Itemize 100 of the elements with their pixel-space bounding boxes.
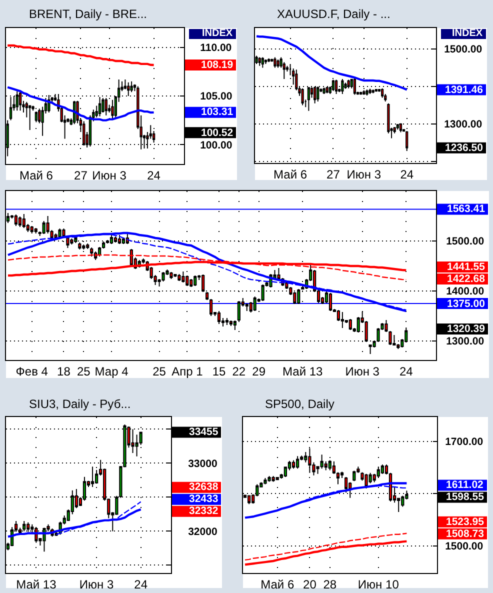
y-tick-label: 1500.00 [446, 236, 484, 248]
candlestick [233, 320, 236, 330]
candlestick [78, 242, 82, 250]
x-tick-label: 24 [399, 364, 414, 378]
y-tick-label: 1500.00 [445, 540, 484, 553]
x-tick-label: 15 [212, 364, 226, 378]
text: 100.52 [201, 127, 234, 139]
x-tick-label: Фев 4 [16, 364, 48, 378]
text: INDEX [452, 28, 483, 39]
text: 32332 [189, 505, 218, 517]
y-tick-label: 100.00 [200, 139, 232, 152]
candlestick [274, 56, 276, 68]
text: 1236.50 [445, 142, 483, 154]
text: INDEX [202, 28, 233, 39]
candlestick [210, 298, 213, 316]
candlestick [276, 59, 280, 68]
x-tick-label: 24 [400, 167, 414, 182]
text: 1598.55 [446, 491, 484, 503]
text: 1508.73 [446, 528, 484, 540]
line-series [244, 532, 408, 561]
text: 32433 [189, 493, 218, 505]
candlestick [380, 464, 384, 474]
candlestick [366, 89, 368, 96]
candlestick [34, 228, 38, 234]
chart-title: SP500, Daily [265, 397, 334, 411]
candlestick [14, 214, 18, 226]
candlestick [376, 466, 380, 479]
x-tick-label: Июн 3 [346, 167, 382, 182]
x-tick-label: 25 [76, 364, 91, 378]
line-series [255, 35, 408, 91]
line-series [244, 540, 408, 566]
y-tick-label: 32000 [188, 526, 218, 538]
candlestick [264, 478, 267, 485]
candlestick [86, 243, 90, 250]
x-tick-label: 24 [134, 577, 148, 592]
x-tick-label: 22 [232, 364, 246, 378]
y-tick-label: 1700.00 [445, 436, 484, 448]
x-tick-label: 24 [147, 168, 161, 182]
x-tick-label: Май 6 [260, 577, 294, 592]
candlestick [282, 62, 286, 80]
ref-line-label: 1375.00 [447, 298, 486, 310]
x-tick-label: Мар 4 [94, 364, 129, 378]
y-tick-label: 1500.00 [444, 44, 482, 56]
chart-title: SIU3, Daily - Руб... [29, 397, 131, 411]
x-tick-label: Май 13 [282, 364, 324, 378]
candlestick [261, 56, 264, 68]
x-tick-label: 28 [323, 577, 337, 592]
candlestick [340, 312, 344, 328]
candlestick [190, 278, 193, 288]
candlestick [46, 216, 50, 234]
x-tick-label: Май 6 [19, 168, 54, 182]
candlestick [182, 271, 185, 283]
candlestick [368, 88, 372, 94]
text: 1391.46 [445, 84, 484, 96]
ref-line-label: 1563.41 [447, 203, 486, 215]
candlestick [225, 318, 229, 326]
text: 108.19 [201, 59, 234, 71]
y-tick-label: 1400.00 [446, 286, 484, 298]
candlestick [258, 56, 261, 66]
candlestick [58, 228, 62, 238]
candlestick [328, 460, 332, 471]
x-tick-label: Июн 3 [345, 364, 380, 378]
candlestick [28, 105, 32, 130]
candlestick [406, 130, 408, 152]
line-series [6, 86, 155, 122]
line-series [244, 482, 408, 519]
candlestick [292, 460, 296, 470]
candlestick [328, 292, 332, 312]
candlestick [122, 237, 125, 244]
candlestick [66, 238, 70, 248]
text: 33455 [189, 426, 218, 438]
x-tick-label: 27 [74, 168, 88, 182]
candlestick [194, 275, 197, 286]
candlestick [229, 320, 232, 326]
candlestick [272, 475, 275, 482]
chart-title: XAUUSD.F, Daily - ... [277, 7, 390, 21]
candlestick [178, 274, 181, 282]
x-tick-label: 27 [326, 167, 340, 182]
candlestick [186, 275, 189, 286]
text: 103.31 [201, 106, 234, 118]
candlestick [34, 111, 38, 123]
candlestick [381, 88, 384, 98]
y-tick-label: 105.00 [200, 90, 232, 103]
x-tick-label: Май 6 [274, 167, 308, 182]
candlestick [364, 473, 368, 489]
x-tick-label: Июн 3 [79, 577, 114, 592]
candlestick [296, 456, 300, 470]
x-tick-label: 25 [152, 364, 166, 378]
line-series [6, 44, 155, 66]
candlestick [368, 344, 372, 354]
candlestick [30, 226, 34, 234]
x-tick-label: Май 13 [16, 577, 57, 592]
candlestick [70, 238, 74, 245]
x-tick-label: 18 [57, 364, 71, 378]
candlestick [22, 214, 26, 228]
y-tick-label: 110.00 [200, 42, 232, 54]
candlestick [98, 96, 102, 117]
candlestick [348, 318, 352, 330]
x-tick-label: 29 [252, 364, 266, 378]
y-tick-label: 1300.00 [446, 336, 484, 348]
